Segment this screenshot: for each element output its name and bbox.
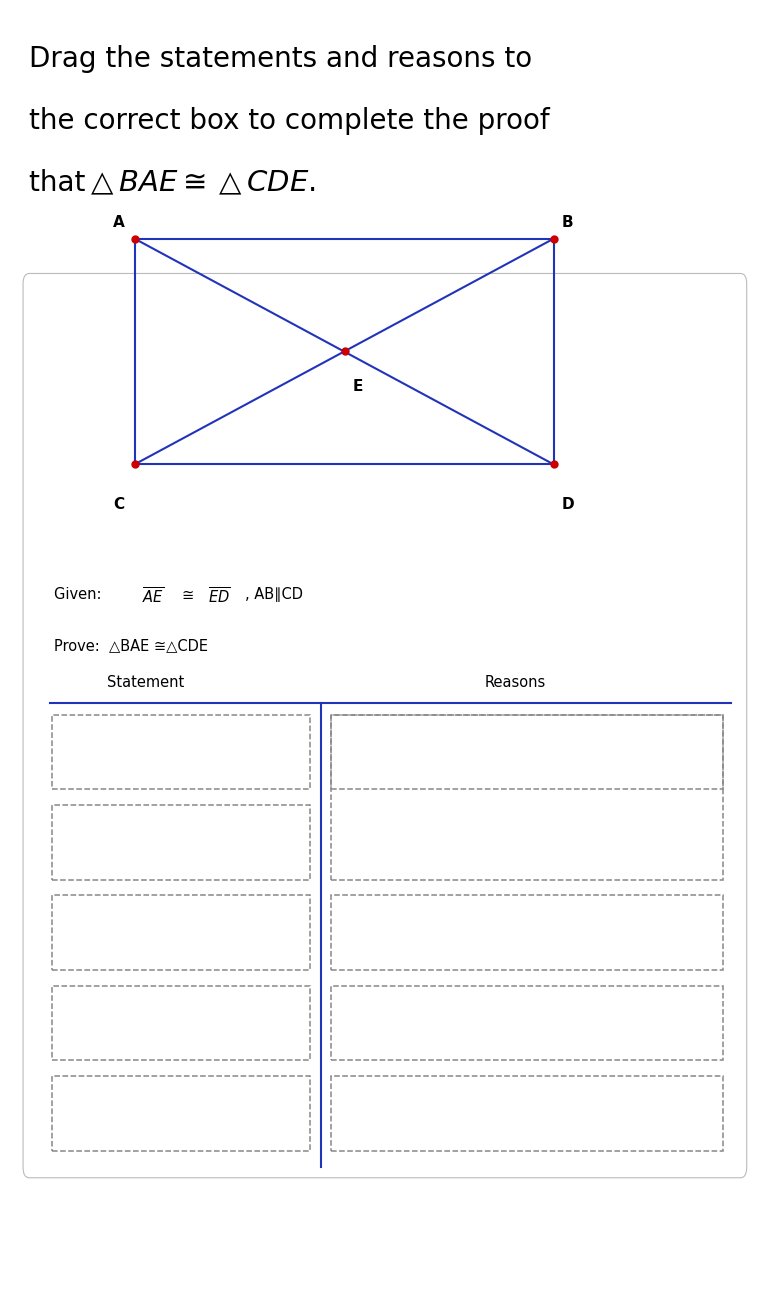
Bar [331,986,723,1060]
FancyBboxPatch shape [23,273,747,1178]
Text: E: E [352,379,362,395]
Text: C: C [113,497,124,512]
Text: Given:: Given: [54,587,111,602]
Bar [331,1076,723,1151]
Text: , AB∥CD: , AB∥CD [245,587,302,602]
Bar [331,715,723,880]
Text: Reasons: Reasons [484,675,546,690]
Text: the correct box to complete the proof: the correct box to complete the proof [29,107,550,135]
Text: $\cong$: $\cong$ [179,587,195,602]
Bar [52,715,310,789]
Text: Prove:  △BAE ≅△CDE: Prove: △BAE ≅△CDE [54,639,208,654]
Text: Statement: Statement [108,675,185,690]
Text: $\triangle BAE \cong \triangle CDE$.: $\triangle BAE \cong \triangle CDE$. [85,169,315,197]
Text: $\overline{ED}$: $\overline{ED}$ [208,587,230,608]
Text: D: D [561,497,574,512]
Bar [52,1076,310,1151]
Bar [52,895,310,970]
Bar [52,986,310,1060]
Text: A: A [113,215,125,231]
Text: that: that [29,169,95,197]
Bar [331,715,723,789]
Bar [52,805,310,880]
Text: $\overline{AE}$: $\overline{AE}$ [142,587,165,608]
Bar [331,895,723,970]
Text: Drag the statements and reasons to: Drag the statements and reasons to [29,45,532,74]
Text: B: B [561,215,573,231]
